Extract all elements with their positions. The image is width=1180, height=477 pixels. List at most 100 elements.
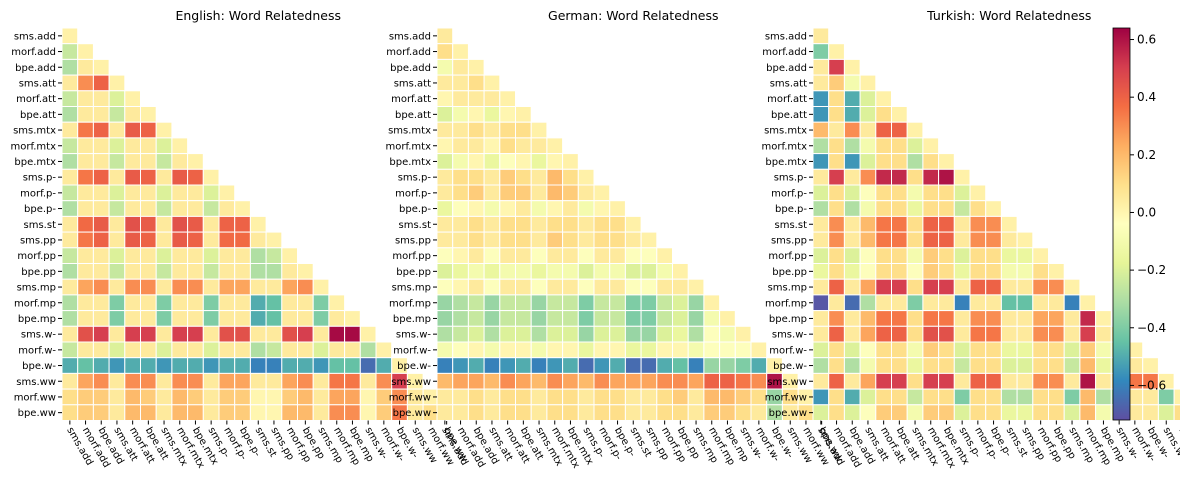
heatmap-cell: [249, 215, 267, 233]
heatmap-cell: [1000, 325, 1018, 343]
heatmap-cell: [452, 184, 469, 202]
heatmap-cell: [108, 153, 126, 170]
y-tick-label: morf.mtx: [385, 141, 431, 152]
heatmap-cell: [187, 231, 204, 249]
heatmap-cell: [875, 357, 892, 374]
heatmap-cell: [359, 388, 377, 406]
heatmap-cell: [703, 357, 721, 374]
heatmap-cell: [562, 357, 579, 374]
heatmap-cell: [891, 278, 908, 296]
heatmap-cell: [1079, 388, 1097, 406]
heatmap-cell: [624, 215, 642, 233]
heatmap-cell: [985, 325, 1002, 343]
heatmap-cell: [202, 357, 220, 374]
heatmap-cell: [452, 325, 469, 343]
heatmap-cell: [906, 341, 924, 359]
heatmap-cell: [77, 294, 94, 312]
heatmap-cell: [562, 168, 579, 186]
heatmap-cell: [985, 357, 1002, 374]
heatmap-cell: [828, 43, 845, 60]
heatmap-cell: [562, 215, 579, 233]
heatmap-cell: [452, 278, 469, 296]
heatmap-cell: [234, 404, 251, 421]
heatmap-cell: [61, 294, 79, 312]
heatmap-cell: [906, 184, 924, 202]
heatmap-cell: [312, 388, 330, 406]
heatmap-cell: [187, 153, 204, 170]
heatmap-cell: [875, 106, 892, 123]
heatmap-cell: [859, 310, 877, 327]
heatmap-cell: [359, 372, 377, 390]
heatmap-cell: [467, 90, 485, 108]
colorbar-tick-label: 0.6: [1137, 33, 1156, 47]
y-tick-label: sms.p-: [398, 173, 432, 184]
heatmap-cell: [1048, 294, 1065, 312]
heatmap-cell: [640, 372, 658, 390]
heatmap-cell: [703, 372, 721, 390]
heatmap-cell: [969, 215, 987, 233]
heatmap-cell: [953, 200, 971, 217]
heatmap-cell: [859, 263, 877, 280]
y-tick-label: sms.st: [24, 220, 57, 231]
heatmap-cell: [344, 310, 361, 327]
heatmap-cell: [969, 341, 987, 359]
heatmap-cell: [906, 247, 924, 265]
heatmap-cell: [61, 263, 79, 280]
heatmap-cell: [77, 325, 94, 343]
heatmap-cell: [281, 294, 298, 312]
heatmap-cell: [906, 325, 924, 343]
heatmap-cell: [1079, 357, 1097, 374]
heatmap-cell: [719, 372, 736, 390]
heatmap-cell: [875, 168, 892, 186]
heatmap-cell: [750, 357, 768, 374]
heatmap-cell: [985, 247, 1002, 265]
heatmap-cell: [155, 153, 173, 170]
heatmap-cell: [281, 388, 298, 406]
chart-title: Turkish: Word Relatedness: [926, 8, 1091, 23]
heatmap-cell: [922, 231, 940, 249]
heatmap-cell: [77, 404, 94, 421]
heatmap-cell: [812, 43, 830, 60]
heatmap-cell: [483, 184, 501, 202]
heatmap-cell: [1063, 372, 1081, 390]
heatmap-cell: [249, 310, 267, 327]
heatmap-cell: [234, 231, 251, 249]
heatmap-cell: [938, 184, 955, 202]
heatmap-cell: [1000, 231, 1018, 249]
heatmap-cell: [140, 231, 157, 249]
heatmap-cell: [202, 200, 220, 217]
heatmap-cell: [92, 153, 110, 170]
heatmap-cell: [171, 357, 189, 374]
heatmap-cell: [77, 121, 94, 139]
heatmap-cell: [640, 357, 658, 374]
heatmap-cell: [92, 404, 110, 421]
y-tick-label: sms.pp: [395, 235, 431, 246]
heatmap-cell: [249, 341, 267, 359]
heatmap-cell: [297, 263, 314, 280]
heatmap-cell: [562, 388, 579, 406]
heatmap-cell: [297, 325, 314, 343]
heatmap-cell: [124, 137, 142, 155]
heatmap-cell: [515, 200, 532, 217]
heatmap-cell: [467, 106, 485, 123]
heatmap-cell: [452, 58, 469, 76]
heatmap-cell: [436, 74, 454, 92]
heatmap-cell: [906, 215, 924, 233]
heatmap-cell: [672, 341, 689, 359]
heatmap-cell: [499, 372, 516, 390]
heatmap-cell: [281, 263, 298, 280]
heatmap-cell: [436, 106, 454, 123]
heatmap-cell: [546, 294, 564, 312]
heatmap-cell: [483, 372, 501, 390]
heatmap-cell: [467, 153, 485, 170]
heatmap-cell: [969, 263, 987, 280]
heatmap-cell: [312, 341, 330, 359]
heatmap-cell: [483, 325, 501, 343]
heatmap-cell: [249, 263, 267, 280]
heatmap-cell: [953, 404, 971, 421]
heatmap-cell: [92, 231, 110, 249]
heatmap-cell: [859, 247, 877, 265]
heatmap-cell: [467, 404, 485, 421]
heatmap-cell: [843, 58, 861, 76]
heatmap-cell: [218, 263, 236, 280]
